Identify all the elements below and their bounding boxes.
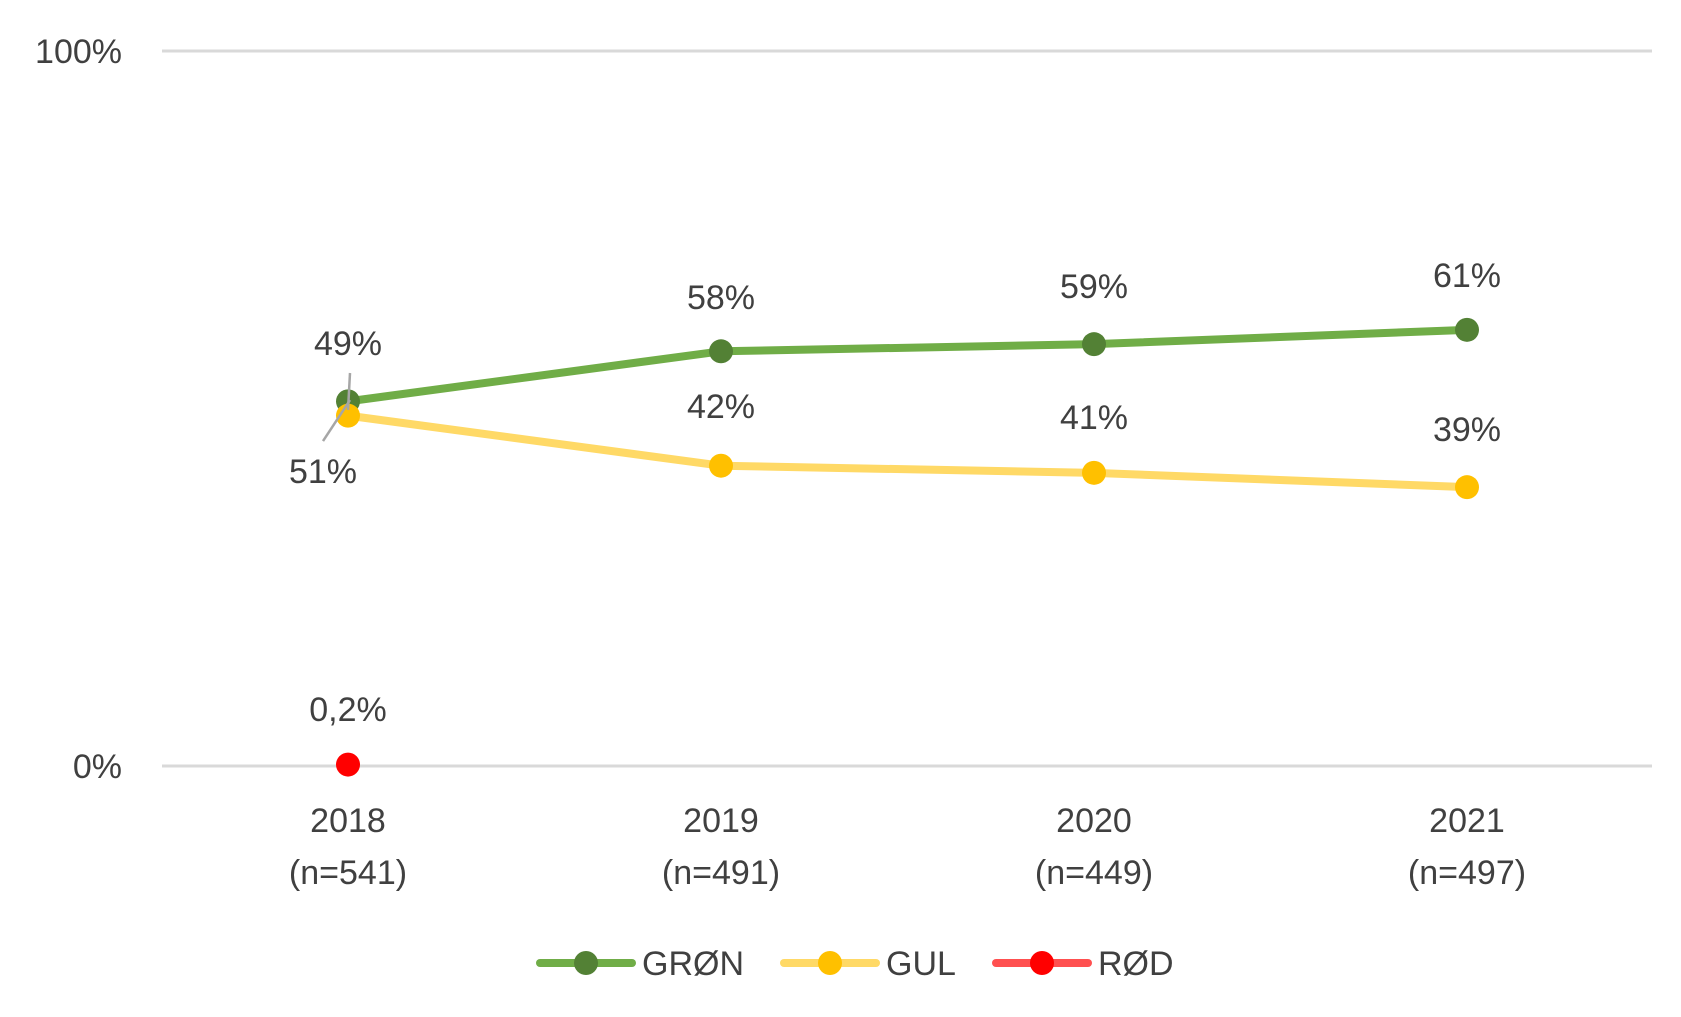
x-axis-ticks: 2018 (n=541) 2019 (n=491) 2020 (n=449) 2021 (n=…: [289, 802, 1526, 892]
series: [336, 317, 1479, 777]
data-label-gul: 39%: [1433, 411, 1501, 449]
x-tick-year: 2021: [1429, 802, 1505, 840]
data-label-grøn: 61%: [1433, 257, 1501, 295]
data-label-rød: 0,2%: [309, 691, 387, 729]
series-line-gul: [344, 411, 1471, 492]
data-label-grøn: 58%: [687, 279, 755, 317]
x-tick-year: 2020: [1056, 802, 1132, 840]
legend-marker-grøn: [574, 951, 598, 975]
y-tick-label: 0%: [73, 748, 122, 786]
x-tick-year: 2018: [310, 802, 386, 840]
series-line-grøn: [344, 325, 1471, 406]
data-point-rød: [336, 752, 360, 777]
data-point-gul: [336, 403, 360, 428]
y-axis-ticks: 0% 100%: [35, 33, 122, 786]
legend-label-rød: RØD: [1098, 945, 1174, 983]
data-label-gul: 49%: [314, 325, 382, 363]
x-tick-year: 2019: [683, 802, 759, 840]
data-labels: 51% 58% 59% 61% 49% 42% 41% 39% 0,2%: [289, 257, 1501, 729]
legend-marker-gul: [818, 951, 842, 975]
x-tick-n: (n=497): [1408, 854, 1526, 892]
leader-line: [321, 399, 352, 442]
data-point-gul: [1455, 475, 1479, 500]
legend-marker-rød: [1030, 951, 1054, 975]
data-point-gul: [709, 453, 733, 478]
data-label-grøn: 59%: [1060, 268, 1128, 306]
x-tick-n: (n=491): [662, 854, 780, 892]
y-tick-label: 100%: [35, 33, 122, 71]
data-point-grøn: [709, 339, 733, 364]
legend-label-gul: GUL: [886, 945, 956, 983]
gridlines: [162, 49, 1652, 768]
data-point-grøn: [1455, 317, 1479, 342]
data-point-grøn: [1082, 332, 1106, 357]
legend: GRØN GUL RØD: [536, 945, 1174, 983]
data-label-gul: 42%: [687, 388, 755, 426]
x-tick-n: (n=541): [289, 854, 407, 892]
data-label-gul: 41%: [1060, 399, 1128, 437]
data-label-grøn: 51%: [289, 453, 357, 491]
x-tick-n: (n=449): [1035, 854, 1153, 892]
data-point-gul: [1082, 460, 1106, 485]
legend-label-grøn: GRØN: [642, 945, 744, 983]
